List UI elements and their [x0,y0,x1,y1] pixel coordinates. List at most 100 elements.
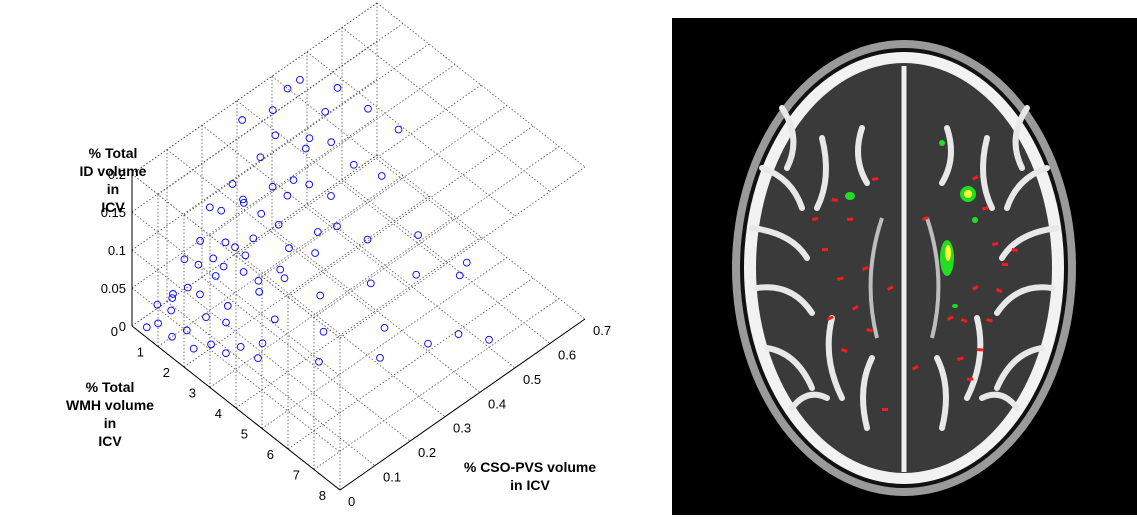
data-point [305,180,314,189]
top-gridline [313,146,560,318]
sulcus [779,105,797,171]
pvs-marker [972,175,979,181]
y-tick-label: 0.3 [453,421,471,436]
z-tick-label: 0.15 [101,205,126,220]
data-point [209,254,218,263]
wmh-lesion [964,190,972,198]
data-point [363,235,372,244]
data-point [321,107,330,116]
sulcus [1004,165,1050,211]
top-gridline [157,23,404,195]
data-point [223,302,232,310]
pvs-marker [947,315,954,321]
sulcus [749,225,810,261]
y-tick-label: 0 [348,494,355,509]
y-tick-label: 0.2 [418,445,436,460]
data-point [236,343,245,351]
data-point [377,172,386,180]
sulcus [860,355,875,431]
top-gridline [306,51,516,217]
pvs-marker [840,348,848,353]
floor-gridline [236,252,446,418]
top-gridline [287,125,534,298]
data-point [316,291,325,300]
data-point [327,192,335,200]
data-point [254,354,262,362]
ventricle-left [868,217,884,339]
pvs-marker [972,285,979,291]
pvs-marker [872,176,879,181]
pvs-marker [922,215,929,221]
floor-gridline [261,257,508,429]
data-point [168,332,176,341]
z-tick-label: 0 [119,319,126,334]
pvs-marker [956,356,964,361]
floor-gridline [235,236,482,409]
data-point [202,313,210,321]
data-point [313,228,322,236]
data-point [257,209,266,218]
data-point [211,272,220,280]
data-point [167,306,176,315]
data-point [238,116,247,124]
pvs-marker [866,328,873,333]
data-point [394,125,403,134]
top-gridline [261,105,508,277]
top-gridline [183,43,430,216]
pvs-marker [852,305,859,311]
z-tick-label: 0.05 [101,281,126,296]
data-point [414,231,422,239]
data-point [183,283,192,292]
data-point [319,327,328,336]
data-point [376,354,384,362]
sulcus [964,315,984,401]
pvs-marker [967,377,974,381]
top-gridline [339,166,586,339]
pvs-marker [862,265,869,271]
top-gridline [235,84,482,257]
pvs-marker [995,288,1003,294]
x-tick-label: 8 [319,488,326,503]
data-point [289,176,298,184]
data-point [305,134,314,143]
id-lesion [972,217,978,223]
data-point [249,234,258,243]
pvs-marker [1011,247,1018,252]
data-point [271,131,280,140]
id-lesion [939,140,945,146]
data-point [180,255,189,264]
top-gridline [166,149,376,314]
data-point [366,279,375,288]
z-tick-label: 0.1 [108,243,126,258]
data-point [283,84,292,93]
x-tick-label: 4 [215,406,222,421]
data-point [485,335,493,344]
sulcus [994,345,1045,391]
data-point [169,290,177,298]
floor-gridline [183,195,430,368]
x-tick-label: 3 [189,386,196,401]
data-point [222,349,230,358]
data-point [333,222,341,231]
y-tick-label: 0.7 [593,323,611,338]
y-axis-label: % CSO-PVS volume in ICV [464,459,596,493]
data-point [228,180,237,188]
wmh-lesion [945,245,951,261]
x-axis-label: % Total WMH volume in ICV [66,379,154,449]
z-tick-label: 0.2 [108,167,126,182]
y-tick-label: 0.6 [558,347,576,362]
brain-mri-image [672,18,1137,515]
data-point [276,265,285,274]
sulcus [939,125,954,186]
data-point [274,220,283,229]
pvs-marker [976,348,983,352]
data-point [196,237,204,245]
data-point [301,144,310,153]
data-point [168,294,177,302]
data-point [380,323,389,332]
wall-gridline [131,78,378,251]
pvs-marker [1002,263,1008,266]
data-point [219,262,228,271]
top-gridline [209,64,456,236]
